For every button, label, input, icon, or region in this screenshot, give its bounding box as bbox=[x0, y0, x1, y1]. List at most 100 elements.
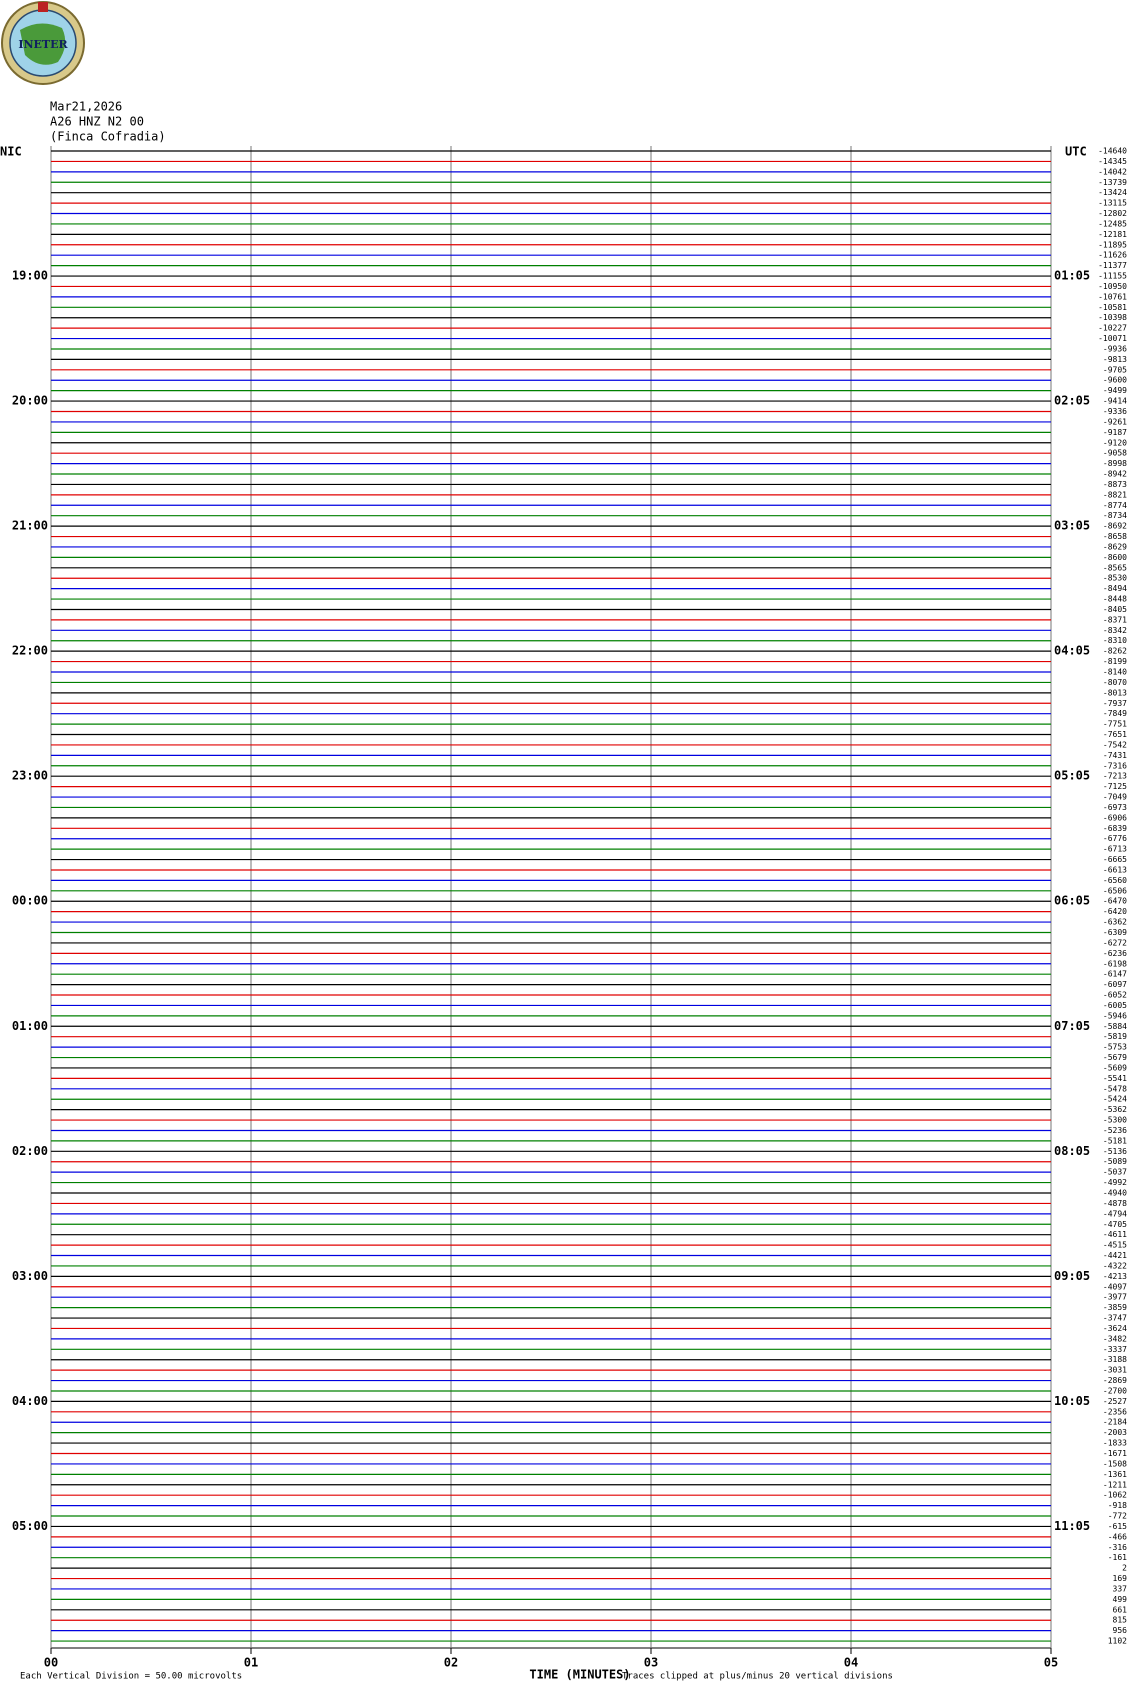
trace-offset: -5884 bbox=[1103, 1022, 1127, 1031]
trace-offset: -6506 bbox=[1103, 886, 1127, 895]
trace-offset: -4611 bbox=[1103, 1230, 1127, 1239]
trace-offset: -5300 bbox=[1103, 1116, 1127, 1125]
trace-offset: 499 bbox=[1113, 1595, 1128, 1604]
trace-offset: -12485 bbox=[1098, 219, 1127, 228]
right-time-label: 09:05 bbox=[1054, 1269, 1090, 1283]
trace-offset: -5819 bbox=[1103, 1032, 1127, 1041]
trace-offset: -8342 bbox=[1103, 626, 1127, 635]
trace-offset: -5181 bbox=[1103, 1136, 1127, 1145]
trace-offset: -6713 bbox=[1103, 845, 1127, 854]
trace-offset: -6309 bbox=[1103, 928, 1127, 937]
trace-offset: -8494 bbox=[1103, 584, 1127, 593]
trace-offset: -9705 bbox=[1103, 365, 1127, 374]
trace-offset: -4213 bbox=[1103, 1272, 1127, 1281]
x-tick-label: 03 bbox=[644, 1656, 658, 1670]
location: (Finca Cofradia) bbox=[50, 130, 166, 144]
trace-offset: -6839 bbox=[1103, 824, 1127, 833]
x-tick-label: 05 bbox=[1044, 1656, 1058, 1670]
trace-offset: -4794 bbox=[1103, 1209, 1127, 1218]
logo: INETER bbox=[1, 1, 85, 85]
trace-offset: -4097 bbox=[1103, 1282, 1127, 1291]
trace-offset: -2356 bbox=[1103, 1407, 1127, 1416]
right-time-label: 01:05 bbox=[1054, 269, 1090, 283]
x-axis-label: TIME (MINUTES) bbox=[529, 1668, 630, 1682]
trace-offset: -6906 bbox=[1103, 813, 1127, 822]
right-time-label: 04:05 bbox=[1054, 644, 1090, 658]
trace-offset: -4878 bbox=[1103, 1199, 1127, 1208]
left-time-label: 02:00 bbox=[12, 1144, 48, 1158]
trace-offset: -10227 bbox=[1098, 324, 1127, 333]
trace-offset: -7542 bbox=[1103, 740, 1127, 749]
trace-offset: 337 bbox=[1113, 1584, 1128, 1593]
trace-offset: -8692 bbox=[1103, 522, 1127, 531]
trace-offset: -13424 bbox=[1098, 188, 1127, 197]
trace-offset: -8998 bbox=[1103, 459, 1127, 468]
trace-offset: -8873 bbox=[1103, 480, 1127, 489]
trace-offset: -5478 bbox=[1103, 1084, 1127, 1093]
left-time-label: 20:00 bbox=[12, 394, 48, 408]
right-time-label: 07:05 bbox=[1054, 1019, 1090, 1033]
trace-offset: -8600 bbox=[1103, 553, 1127, 562]
trace-offset: -12181 bbox=[1098, 230, 1127, 239]
trace-offset: -3031 bbox=[1103, 1366, 1127, 1375]
trace-offset: -6420 bbox=[1103, 907, 1127, 916]
date: Mar21,2026 bbox=[50, 100, 122, 114]
trace-offset: -2527 bbox=[1103, 1397, 1127, 1406]
trace-offset: -615 bbox=[1108, 1522, 1127, 1531]
right-time-label: 11:05 bbox=[1054, 1519, 1090, 1533]
trace-offset: -14640 bbox=[1098, 147, 1127, 156]
trace-offset: -9813 bbox=[1103, 355, 1127, 364]
trace-offset: -6272 bbox=[1103, 938, 1127, 947]
trace-offset: -7049 bbox=[1103, 793, 1127, 802]
trace-offset: -4940 bbox=[1103, 1189, 1127, 1198]
scale-note: Each Vertical Division = 50.00 microvolt… bbox=[20, 1672, 242, 1682]
trace-offset: -6005 bbox=[1103, 1001, 1127, 1010]
trace-offset: -6052 bbox=[1103, 991, 1127, 1000]
trace-offset: -10581 bbox=[1098, 303, 1127, 312]
station: A26 HNZ N2 00 bbox=[50, 115, 144, 129]
right-axis-label: UTC bbox=[1065, 145, 1087, 159]
trace-offset: -918 bbox=[1108, 1501, 1127, 1510]
right-time-label: 02:05 bbox=[1054, 394, 1090, 408]
trace-offset: -1508 bbox=[1103, 1459, 1127, 1468]
trace-offset: -7651 bbox=[1103, 730, 1127, 739]
trace-offset: -7751 bbox=[1103, 720, 1127, 729]
left-time-label: 23:00 bbox=[12, 769, 48, 783]
trace-offset: -11626 bbox=[1098, 251, 1127, 260]
x-tick-label: 02 bbox=[444, 1656, 458, 1670]
trace-offset: -6613 bbox=[1103, 865, 1127, 874]
trace-offset: -5946 bbox=[1103, 1011, 1127, 1020]
trace-offset: 169 bbox=[1113, 1574, 1128, 1583]
trace-offset: -8658 bbox=[1103, 532, 1127, 541]
trace-offset: -7213 bbox=[1103, 772, 1127, 781]
trace-offset: -4322 bbox=[1103, 1261, 1127, 1270]
trace-offset: -5424 bbox=[1103, 1095, 1127, 1104]
logo-text: INETER bbox=[18, 38, 68, 51]
trace-offset: -11377 bbox=[1098, 261, 1127, 270]
trace-offset: -161 bbox=[1108, 1553, 1127, 1562]
trace-offset: -5753 bbox=[1103, 1043, 1127, 1052]
trace-offset: -6665 bbox=[1103, 855, 1127, 864]
trace-offset: -5679 bbox=[1103, 1053, 1127, 1062]
trace-offset: -8070 bbox=[1103, 678, 1127, 687]
trace-offset: -8371 bbox=[1103, 615, 1127, 624]
trace-offset: -1671 bbox=[1103, 1449, 1127, 1458]
trace-offset: -4992 bbox=[1103, 1178, 1127, 1187]
trace-offset: -1211 bbox=[1103, 1480, 1127, 1489]
trace-offset: -9187 bbox=[1103, 428, 1127, 437]
trace-offset: -12802 bbox=[1098, 209, 1127, 218]
trace-offset: -6560 bbox=[1103, 876, 1127, 885]
trace-offset: -6973 bbox=[1103, 803, 1127, 812]
left-time-label: 21:00 bbox=[12, 519, 48, 533]
trace-offset: -4515 bbox=[1103, 1241, 1127, 1250]
left-time-label: 05:00 bbox=[12, 1519, 48, 1533]
trace-offset: -5362 bbox=[1103, 1105, 1127, 1114]
trace-offset: 956 bbox=[1113, 1626, 1128, 1635]
trace-offset: -9499 bbox=[1103, 386, 1127, 395]
trace-offset: -8310 bbox=[1103, 636, 1127, 645]
left-time-label: 00:00 bbox=[12, 894, 48, 908]
trace-offset: -6470 bbox=[1103, 897, 1127, 906]
x-tick-label: 01 bbox=[244, 1656, 258, 1670]
trace-offset: -2700 bbox=[1103, 1386, 1127, 1395]
